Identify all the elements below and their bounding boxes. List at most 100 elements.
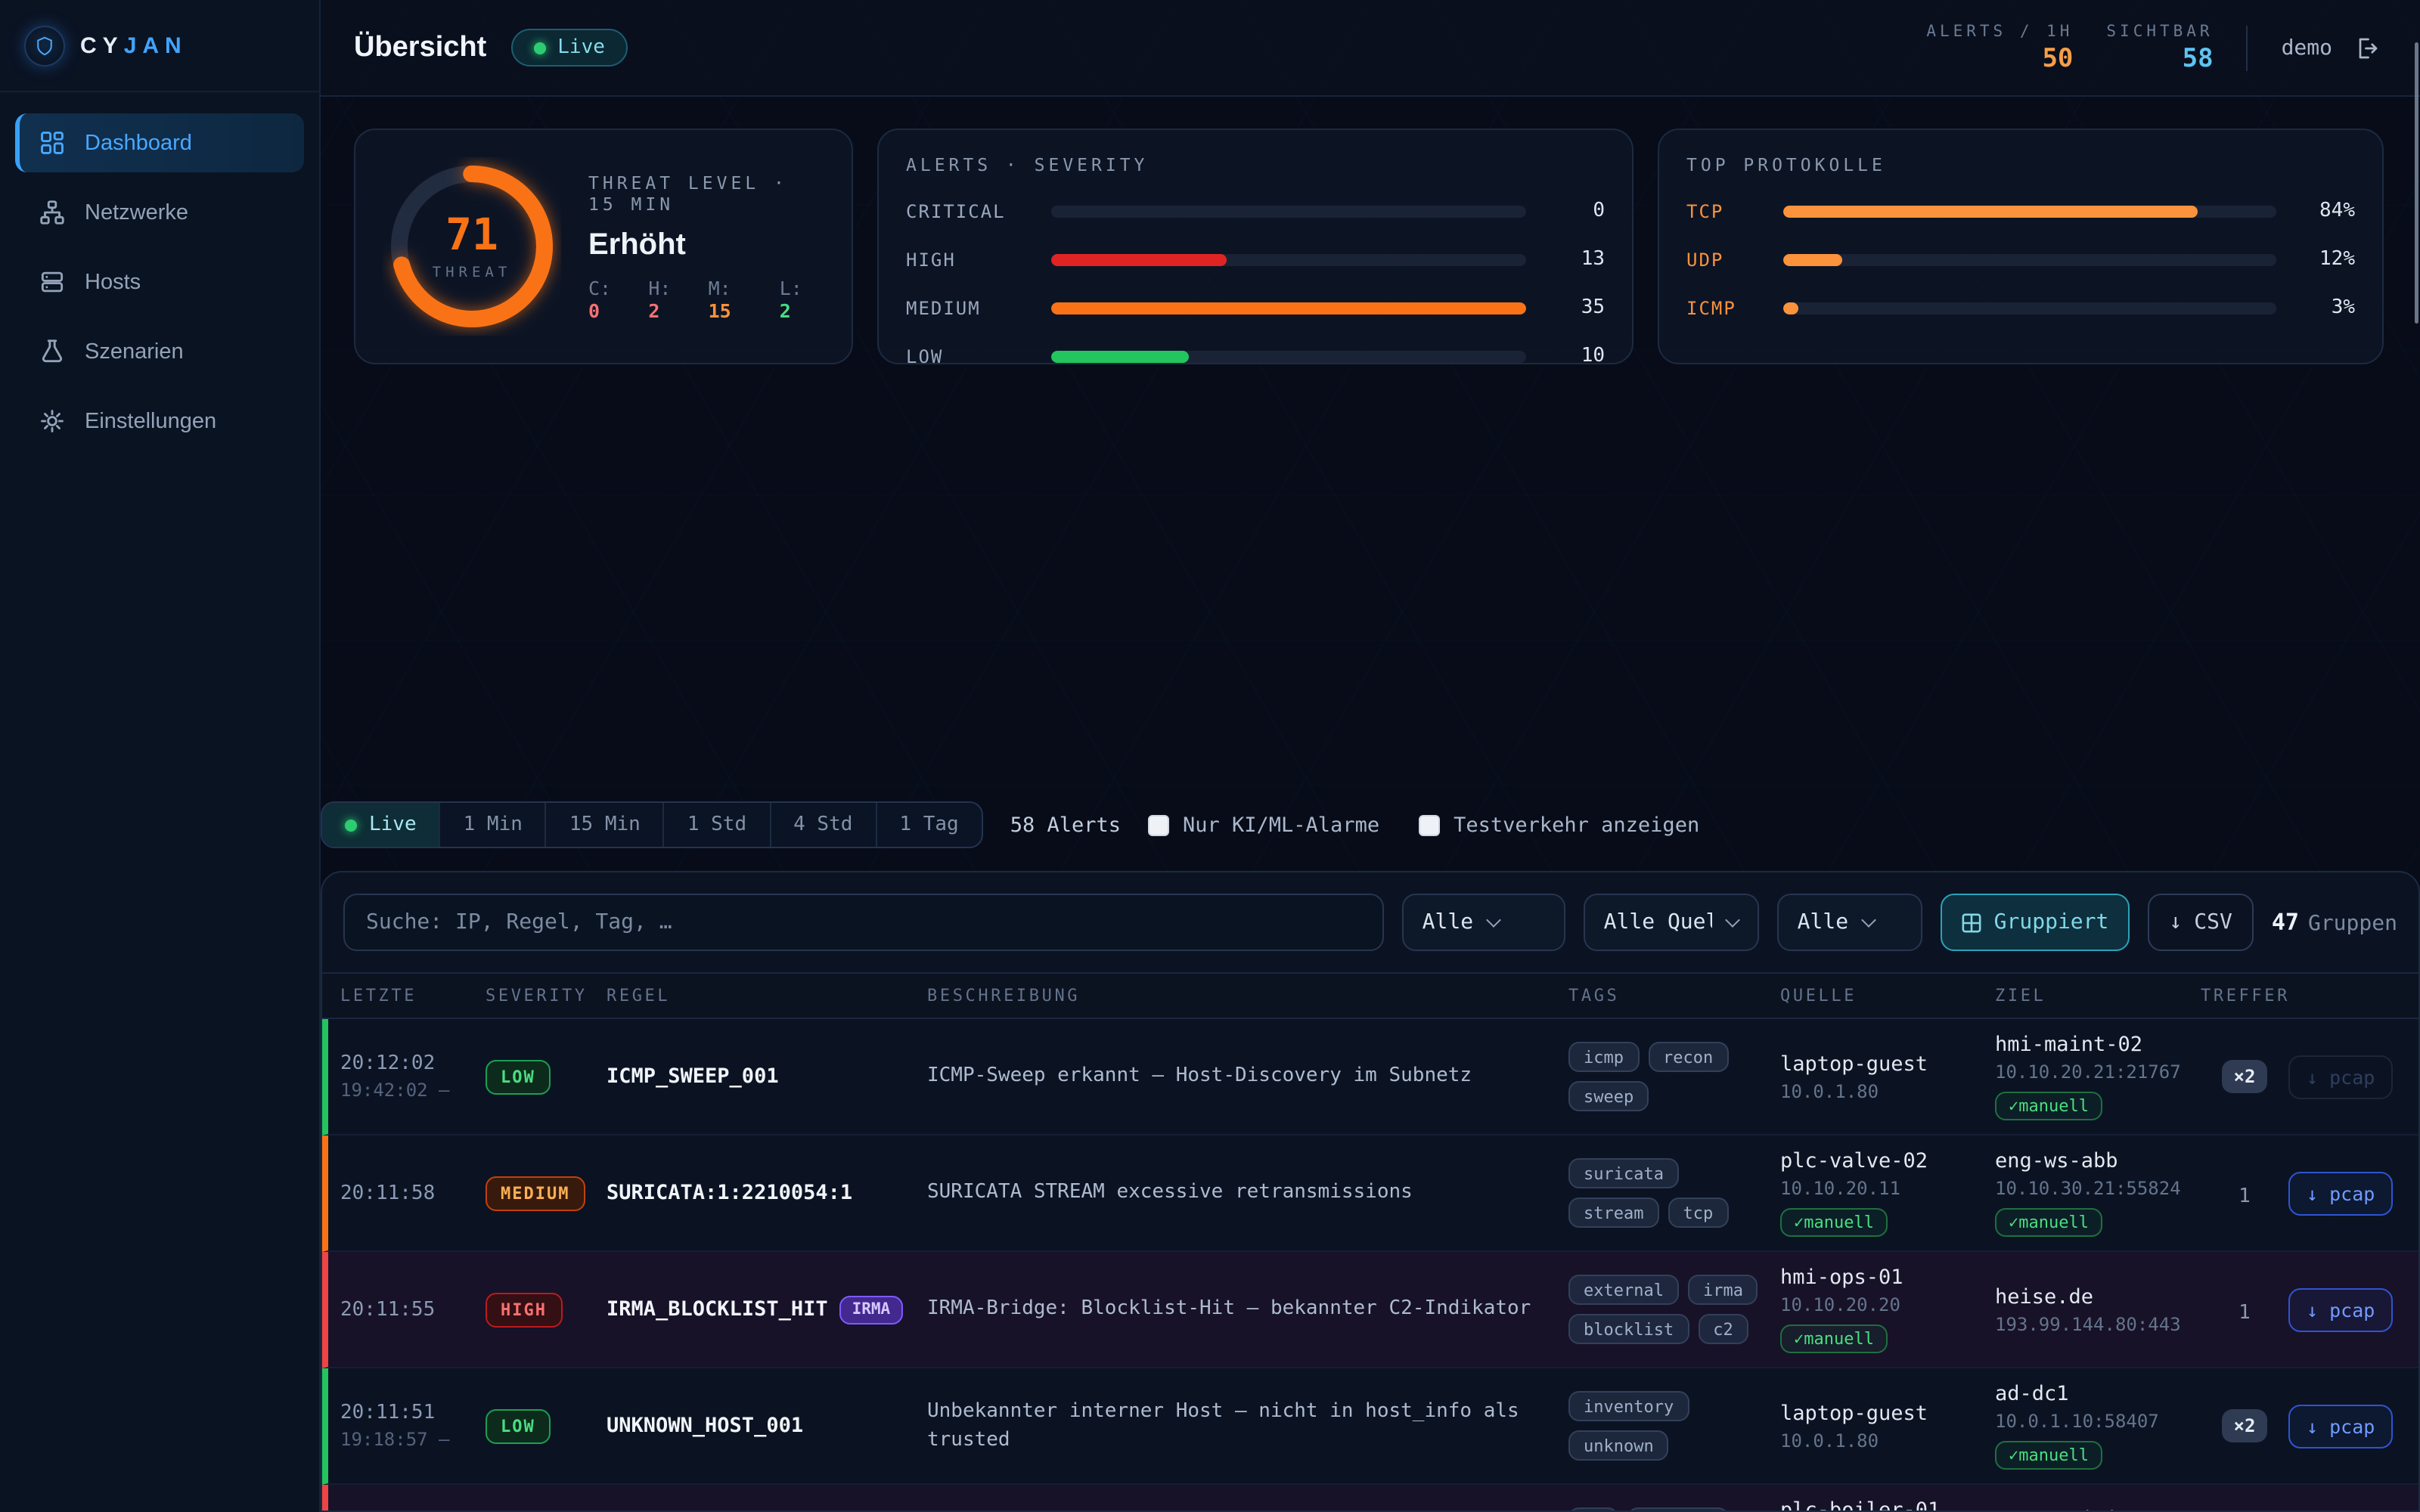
cell-rule: SURICATA:1:2210054:1 <box>607 1181 927 1205</box>
pcap-download-button[interactable]: ↓ pcap <box>2288 1404 2393 1448</box>
type-filter-select[interactable]: Alle <box>1778 894 1923 951</box>
cell-description: SURICATA STREAM excessive retransmission… <box>927 1179 1568 1208</box>
alert-row[interactable]: 20:11:4819:34:43 –HIGHML_ANOMALY_FLOWRAT… <box>322 1485 2418 1510</box>
time-range-4-std[interactable]: 4 Std <box>771 803 876 847</box>
checkbox-nur-ki-ml-alarme[interactable]: Nur KI/ML-Alarme <box>1148 813 1379 837</box>
cell-severity: LOW <box>486 1059 607 1094</box>
page-scrollbar[interactable] <box>2415 42 2418 324</box>
threat-level-card: 71 THREAT THREAT LEVEL · 15 MIN Erhöht C… <box>354 129 853 364</box>
time-range-1-min[interactable]: 1 Min <box>441 803 547 847</box>
bar-value: 84% <box>2294 200 2355 222</box>
host-ip: 10.0.1.80 <box>1780 1430 1983 1451</box>
source-filter-select[interactable]: Alle Quellen <box>1584 894 1760 951</box>
sidebar-item-hosts[interactable]: Hosts <box>15 253 304 311</box>
column-header-ziel: ZIEL <box>1995 986 2201 1005</box>
checkbox-testverkehr-anzeigen[interactable]: Testverkehr anzeigen <box>1419 813 1699 837</box>
host-name: ad-dc1 <box>1995 1382 2189 1406</box>
group-grid-icon <box>1962 912 1982 932</box>
bar-row-udp: UDP12% <box>1686 248 2355 271</box>
bar-fill <box>1783 205 2198 217</box>
manuell-badge: ✓manuell <box>1780 1325 1888 1353</box>
bar-fill <box>1051 350 1189 362</box>
network-icon <box>38 198 67 227</box>
tag-tcp: tcp <box>1668 1198 1729 1228</box>
stat-alerts-1h-value: 50 <box>1926 43 2073 73</box>
logout-button[interactable] <box>2353 34 2381 61</box>
pcap-download-button[interactable]: ↓ pcap <box>2288 1171 2393 1215</box>
host-name: plc-boiler-01 <box>1780 1498 1983 1510</box>
bar-fill <box>1051 253 1227 265</box>
checkbox-box[interactable] <box>1148 814 1169 835</box>
alert-time: 20:12:02 <box>340 1052 486 1075</box>
time-range-live[interactable]: Live <box>322 803 441 847</box>
sidebar-item-dashboard[interactable]: Dashboard <box>15 113 304 172</box>
time-range-label: Live <box>369 813 417 836</box>
cell-rule: IRMA_BLOCKLIST_HITIRMA <box>607 1295 927 1324</box>
download-icon: ↓ <box>2169 910 2182 934</box>
protocol-panel-title: TOP PROTOKOLLE <box>1686 154 2355 175</box>
bar-track <box>1051 253 1526 265</box>
cell-tags: externalirmablocklistc2 <box>1568 1275 1780 1344</box>
host-name: hmi-ops-01 <box>1780 1266 1983 1290</box>
tag-stream: stream <box>1568 1198 1659 1228</box>
cell-hits: 1 <box>2201 1295 2288 1324</box>
checkbox-box[interactable] <box>1419 814 1440 835</box>
brand-name: CYJAN <box>80 33 188 59</box>
column-header-beschreibung: BESCHREIBUNG <box>927 986 1568 1005</box>
bar-value: 3% <box>2294 296 2355 319</box>
severity-filter-select[interactable]: Alle <box>1403 894 1566 951</box>
severity-label: MEDIUM <box>906 297 1033 318</box>
brand: CYJAN <box>0 0 319 92</box>
manuell-badge: ✓manuell <box>1995 1092 2102 1120</box>
hits-value: 1 <box>2238 1301 2251 1324</box>
sidebar-item-szenarien[interactable]: Szenarien <box>15 322 304 381</box>
host-ip: 10.10.20.11 <box>1780 1178 1983 1199</box>
alert-row[interactable]: 20:11:5119:18:57 –LOWUNKNOWN_HOST_001Unb… <box>322 1368 2418 1485</box>
alerts-count: 58 Alerts <box>1010 813 1121 837</box>
column-header-letzte: LETZTE <box>340 986 486 1005</box>
host-ip: 10.10.20.20 <box>1780 1294 1983 1315</box>
time-range-15-min[interactable]: 15 Min <box>547 803 665 847</box>
tag-icmp: icmp <box>1568 1042 1639 1072</box>
threat-status: Erhöht <box>588 228 824 262</box>
gear-icon <box>38 407 67 435</box>
grouped-toggle-button[interactable]: Gruppiert <box>1941 894 2130 951</box>
bar-track <box>1783 302 2276 314</box>
cell-target: hmi-maint-0210.10.20.21:21767✓manuell <box>1995 1033 2201 1120</box>
bar-track <box>1051 302 1526 314</box>
protocol-panel: TOP PROTOKOLLE TCP84%UDP12%ICMP3% <box>1658 129 2384 364</box>
sidebar: CYJAN Dashboard Netzwerke Hosts Szenarien Ei… <box>0 0 321 1512</box>
sidebar-item-label: Einstellungen <box>85 409 216 433</box>
cell-severity: MEDIUM <box>486 1176 607 1210</box>
search-input[interactable] <box>343 894 1385 951</box>
column-header-treffer: TREFFER <box>2201 986 2288 1005</box>
bar-row-icmp: ICMP3% <box>1686 296 2355 319</box>
live-dot-icon <box>533 42 545 54</box>
logout-icon <box>2353 34 2381 61</box>
alert-row[interactable]: 20:12:0219:42:02 –LOWICMP_SWEEP_001ICMP-… <box>322 1019 2418 1136</box>
host-ip: 10.10.30.21:55824 <box>1995 1178 2189 1199</box>
csv-export-button[interactable]: ↓ CSV <box>2148 894 2253 951</box>
sidebar-item-label: Hosts <box>85 270 141 294</box>
time-range-label: 1 Std <box>687 813 746 836</box>
rule-name: ICMP_SWEEP_001 <box>607 1064 779 1089</box>
host-ip: 10.0.1.80 <box>1780 1080 1983 1101</box>
flask-icon <box>38 337 67 366</box>
sidebar-item-netzwerke[interactable]: Netzwerke <box>15 183 304 242</box>
table-header: LETZTESEVERITYREGELBESCHREIBUNGTAGSQUELL… <box>322 972 2418 1019</box>
alert-row[interactable]: 20:11:55HIGHIRMA_BLOCKLIST_HITIRMAIRMA-B… <box>322 1252 2418 1368</box>
time-range-1-std[interactable]: 1 Std <box>665 803 771 847</box>
alert-time-start: 19:42:02 – <box>340 1080 486 1101</box>
sidebar-item-label: Dashboard <box>85 131 192 155</box>
alert-row[interactable]: 20:11:58MEDIUMSURICATA:1:2210054:1SURICA… <box>322 1136 2418 1252</box>
cell-time: 20:11:55 <box>340 1298 486 1321</box>
time-range-1-tag[interactable]: 1 Tag <box>876 803 981 847</box>
sidebar-item-einstellungen[interactable]: Einstellungen <box>15 392 304 451</box>
pcap-download-button[interactable]: ↓ pcap <box>2288 1287 2393 1331</box>
threat-count-h-: H: 2 <box>648 276 693 321</box>
host-name: laptop-guest <box>1780 1052 1983 1076</box>
time-range-label: 4 Std <box>793 813 852 836</box>
cell-description: Unbekannter interner Host – nicht in hos… <box>927 1396 1568 1455</box>
bar-row-low: LOW10 <box>906 345 1605 367</box>
bar-value: 0 <box>1544 200 1605 222</box>
